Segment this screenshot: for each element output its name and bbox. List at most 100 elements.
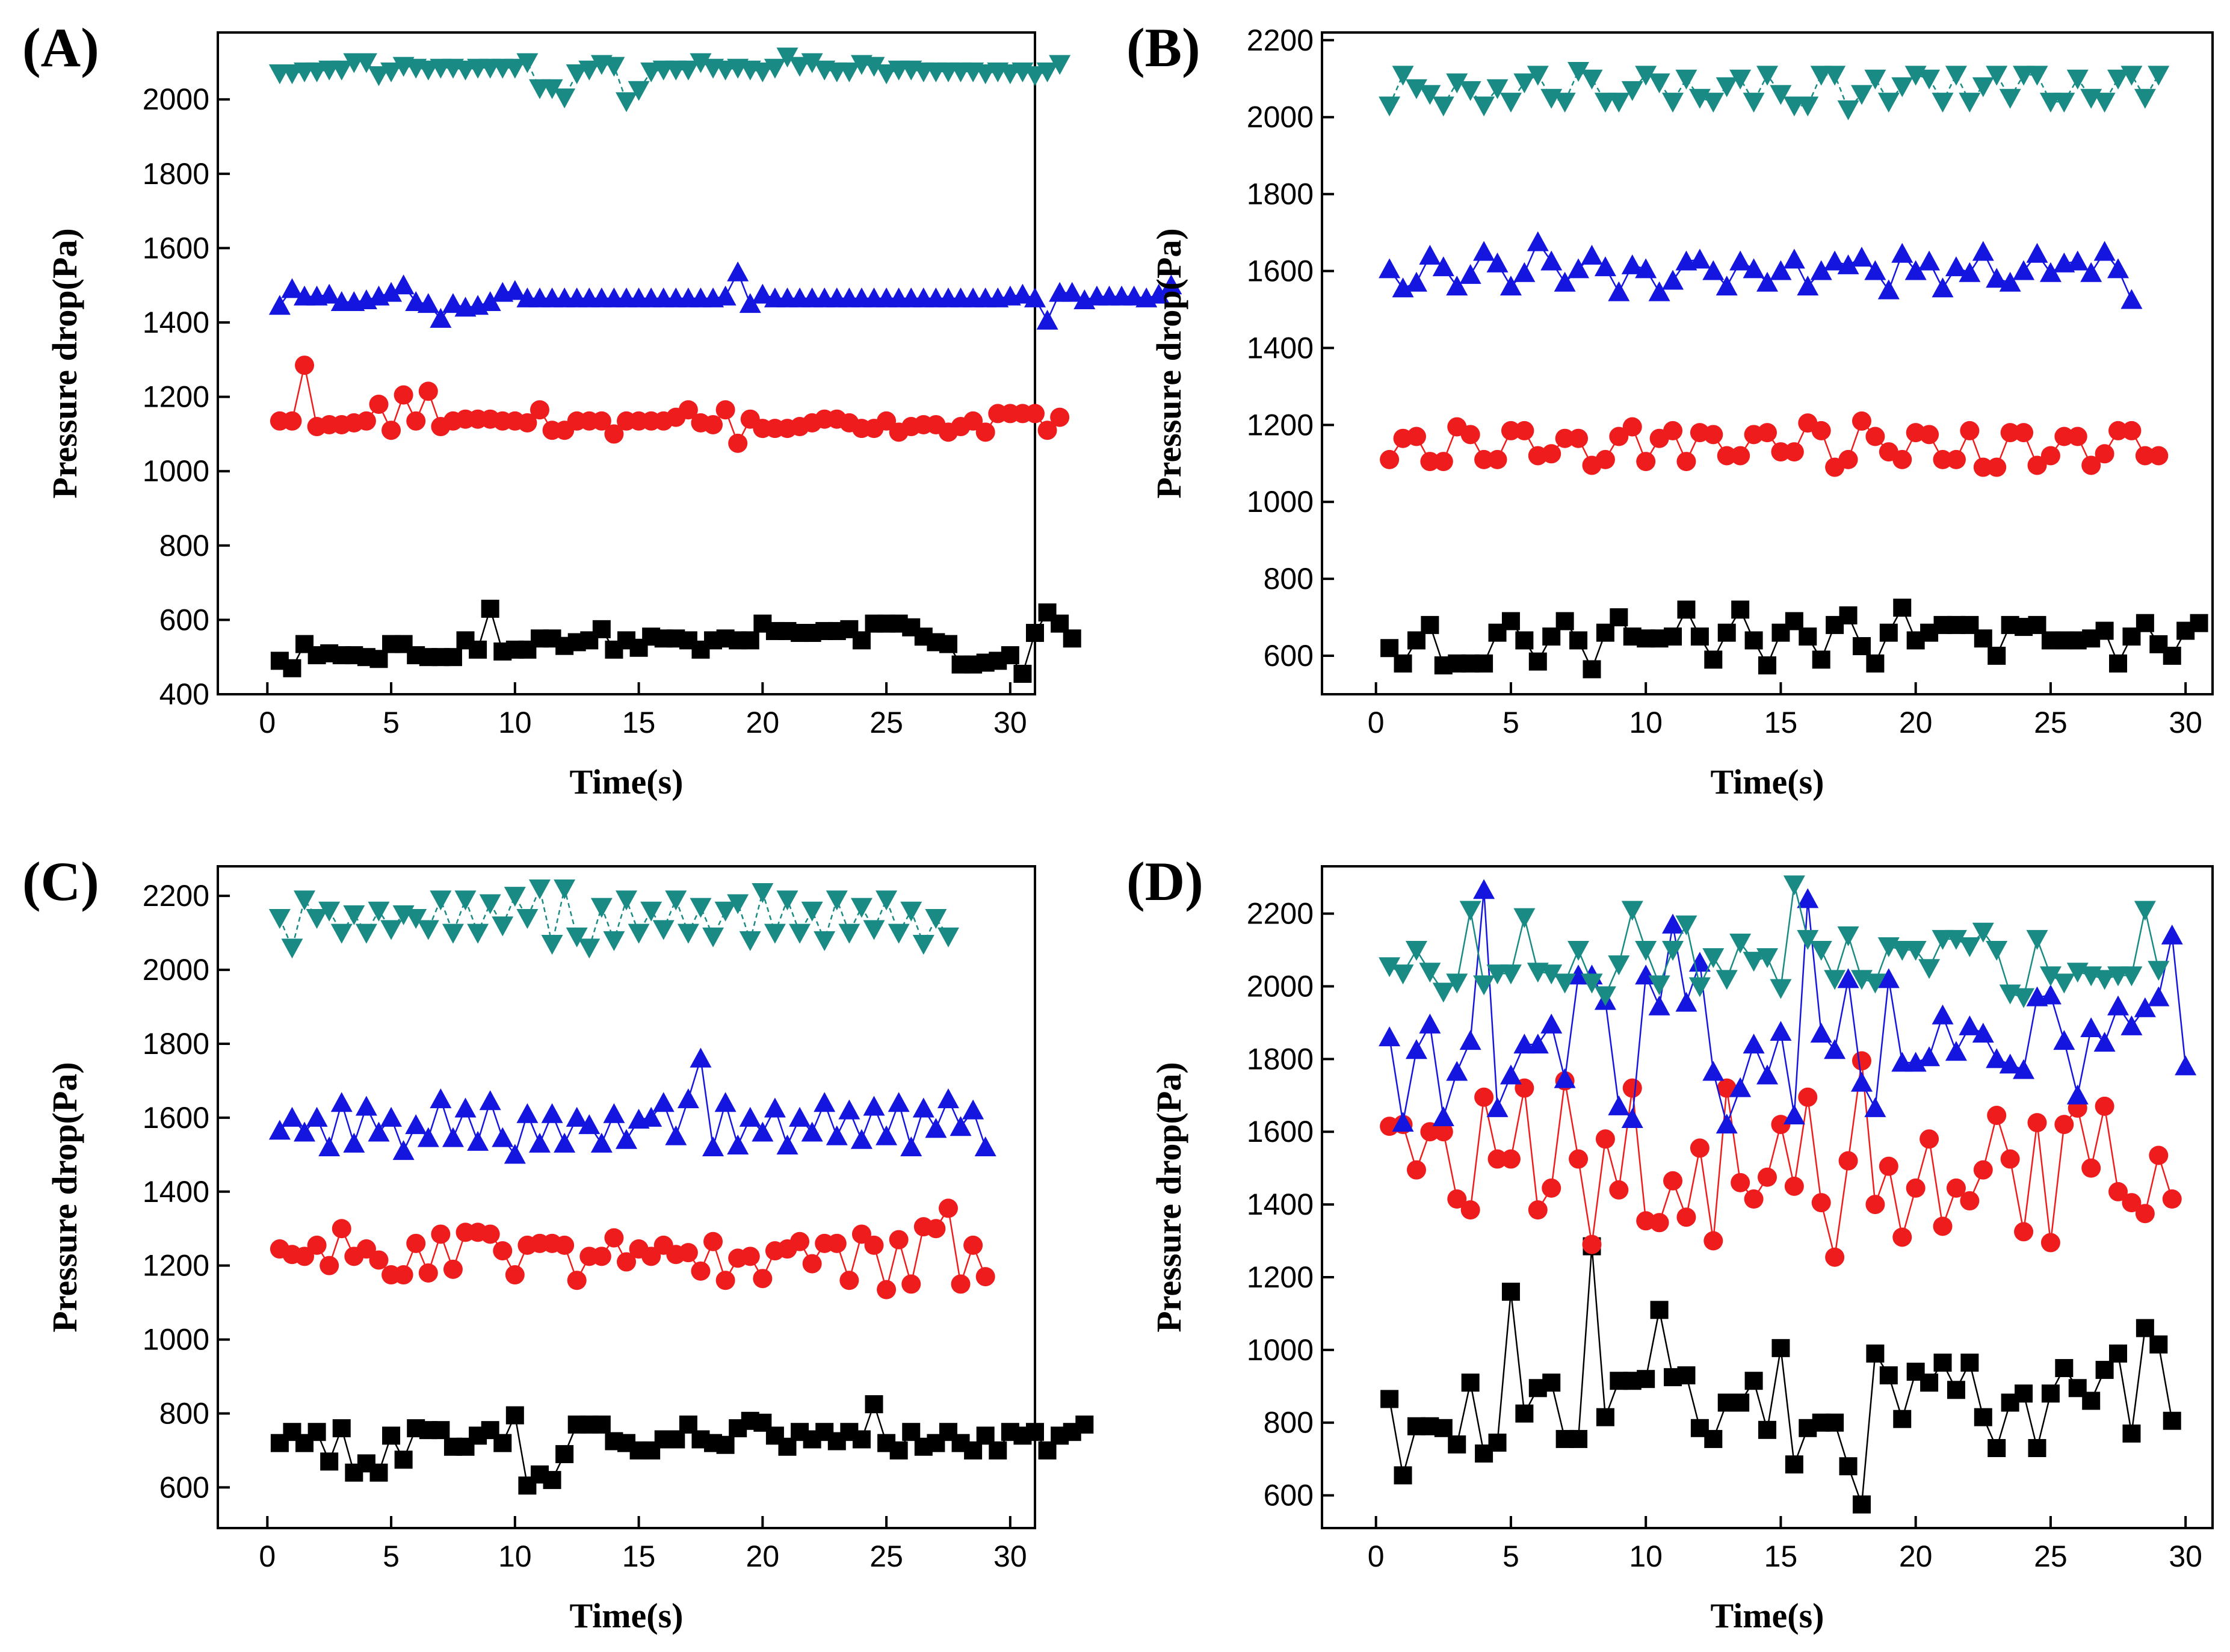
data-point bbox=[1419, 963, 1441, 983]
data-point bbox=[1945, 256, 1967, 277]
data-point bbox=[1824, 66, 1846, 86]
data-point bbox=[1716, 1114, 1738, 1134]
y-tick-label: 800 bbox=[159, 1396, 209, 1430]
data-point bbox=[1160, 274, 1182, 295]
data-point bbox=[2108, 1182, 2128, 1201]
panel-a: 0 5 10 15 20 25 30 400 600 800 1000 1200 1400 1600 180… bbox=[22, 17, 1182, 801]
data-point bbox=[2108, 421, 2128, 440]
data-point bbox=[652, 920, 675, 940]
data-point bbox=[937, 1088, 959, 1109]
data-point bbox=[677, 1088, 699, 1109]
data-point bbox=[640, 901, 663, 922]
data-point bbox=[330, 923, 353, 944]
data-point bbox=[852, 631, 871, 650]
data-point bbox=[443, 1259, 463, 1279]
data-point bbox=[2054, 427, 2074, 446]
data-point bbox=[690, 898, 712, 918]
x-tick-label: 15 bbox=[1764, 706, 1798, 739]
data-point bbox=[739, 1106, 761, 1127]
y-tick-label: 1200 bbox=[143, 380, 209, 414]
data-point bbox=[1460, 425, 1480, 445]
data-point bbox=[790, 1231, 810, 1251]
y-tick-label: 1000 bbox=[1247, 485, 1314, 519]
data-point bbox=[592, 620, 611, 638]
x-tick-label: 25 bbox=[869, 1540, 903, 1573]
data-point bbox=[516, 909, 539, 929]
data-point bbox=[356, 1239, 376, 1259]
data-point bbox=[1758, 423, 1777, 443]
data-point bbox=[1918, 1046, 1941, 1067]
data-point bbox=[1036, 62, 1058, 82]
data-point bbox=[380, 920, 403, 940]
data-point bbox=[1743, 258, 1765, 279]
data-point bbox=[1756, 271, 1778, 292]
y-tick-label: 600 bbox=[1264, 639, 1314, 673]
data-point bbox=[1812, 650, 1830, 669]
data-point bbox=[343, 1132, 365, 1153]
data-point bbox=[578, 60, 601, 81]
data-point bbox=[295, 356, 315, 375]
data-point bbox=[1758, 1167, 1777, 1187]
data-point bbox=[1527, 66, 1549, 86]
data-point bbox=[876, 890, 898, 911]
x-tick-label: 25 bbox=[2034, 706, 2068, 739]
data-point bbox=[1702, 260, 1725, 280]
data-point bbox=[1947, 1381, 1965, 1399]
data-point bbox=[2120, 289, 2143, 309]
data-point bbox=[590, 898, 613, 918]
data-point bbox=[838, 923, 860, 944]
data-point bbox=[1621, 81, 1643, 101]
series-square bbox=[270, 599, 1081, 683]
data-point bbox=[2149, 446, 2169, 466]
data-point bbox=[442, 293, 464, 313]
data-point bbox=[1771, 1115, 1791, 1135]
data-point bbox=[2120, 66, 2143, 86]
data-point bbox=[1756, 66, 1778, 86]
data-point bbox=[2134, 88, 2156, 109]
x-tick-label: 30 bbox=[993, 706, 1027, 739]
x-tick-label: 20 bbox=[1899, 706, 1933, 739]
series-triangle-up bbox=[268, 1047, 996, 1164]
data-point bbox=[541, 79, 563, 99]
data-point bbox=[950, 1116, 972, 1136]
series-triangle-up bbox=[1379, 231, 2143, 309]
data-point bbox=[1379, 1026, 1401, 1047]
data-point bbox=[1379, 258, 1401, 279]
data-point bbox=[417, 920, 439, 940]
data-point bbox=[406, 411, 426, 431]
data-point bbox=[394, 385, 413, 405]
data-point bbox=[1729, 933, 1752, 954]
y-tick-label: 600 bbox=[159, 603, 209, 636]
y-tick-label: 2200 bbox=[143, 879, 209, 913]
x-tick-label: 30 bbox=[2169, 706, 2202, 739]
data-point bbox=[1050, 407, 1070, 427]
data-point bbox=[2120, 966, 2143, 987]
data-point bbox=[863, 920, 885, 940]
data-point bbox=[1569, 631, 1588, 650]
y-tick-label: 1600 bbox=[143, 231, 209, 265]
data-point bbox=[888, 1092, 910, 1112]
data-point bbox=[2028, 615, 2046, 634]
data-point bbox=[2066, 1084, 2089, 1105]
data-point bbox=[1676, 452, 1696, 472]
data-point bbox=[616, 92, 637, 112]
data-point bbox=[1972, 1023, 1994, 1043]
data-point bbox=[1474, 1087, 1494, 1107]
x-tick-label: 5 bbox=[383, 706, 400, 739]
data-point bbox=[838, 1099, 860, 1120]
data-point bbox=[1743, 952, 1765, 972]
y-tick-label: 2000 bbox=[1247, 969, 1314, 1003]
data-point bbox=[1959, 93, 1981, 113]
x-tick-label: 10 bbox=[1629, 1540, 1663, 1573]
data-point bbox=[430, 307, 452, 328]
data-point bbox=[1447, 1189, 1467, 1209]
data-point bbox=[877, 1280, 897, 1299]
data-point bbox=[2175, 1055, 2197, 1076]
data-point bbox=[1810, 941, 1832, 961]
data-point bbox=[369, 394, 389, 414]
data-point bbox=[1891, 242, 1913, 263]
data-point bbox=[2053, 93, 2075, 113]
data-point bbox=[1394, 1466, 1412, 1485]
data-point bbox=[454, 890, 477, 911]
data-point bbox=[566, 927, 588, 948]
